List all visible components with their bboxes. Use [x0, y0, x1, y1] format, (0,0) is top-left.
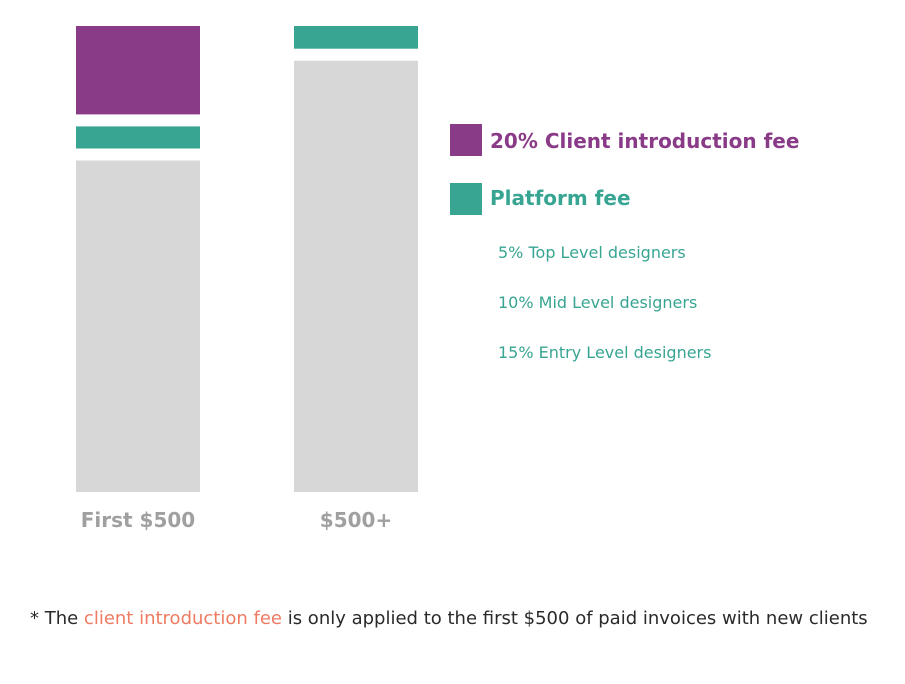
footnote-highlight: client introduction fee [83, 608, 282, 629]
bar-segment-first-500-client-fee [76, 26, 200, 115]
stacked-bar-chart: First $500 $500+ [76, 26, 418, 532]
footnote: * The client introduction fee is only ap… [30, 604, 870, 634]
legend-label-platform-fee: Platform fee [490, 186, 631, 210]
category-labels: First $500 $500+ [81, 508, 392, 532]
bar-segment-first-500-remainder [76, 160, 200, 492]
bars-group [76, 26, 418, 492]
bar-segment-500-plus-platform-fee [294, 26, 418, 49]
footnote-prefix: * The [30, 608, 84, 629]
bar-segment-500-plus-remainder [294, 60, 418, 492]
category-label-first-500: First $500 [81, 508, 195, 532]
legend-swatch-client-fee [450, 124, 482, 156]
footnote-suffix: is only applied to the first $500 of pai… [281, 608, 868, 629]
legend-swatch-platform-fee [450, 183, 482, 215]
bar-segment-first-500-platform-fee [76, 126, 200, 149]
tier-label-top-level: 5% Top Level designers [498, 243, 686, 262]
category-label-500-plus: $500+ [320, 508, 392, 532]
tier-label-mid-level: 10% Mid Level designers [498, 293, 698, 312]
tier-label-entry-level: 15% Entry Level designers [498, 343, 712, 362]
legend-label-client-fee: 20% Client introduction fee [490, 129, 800, 153]
